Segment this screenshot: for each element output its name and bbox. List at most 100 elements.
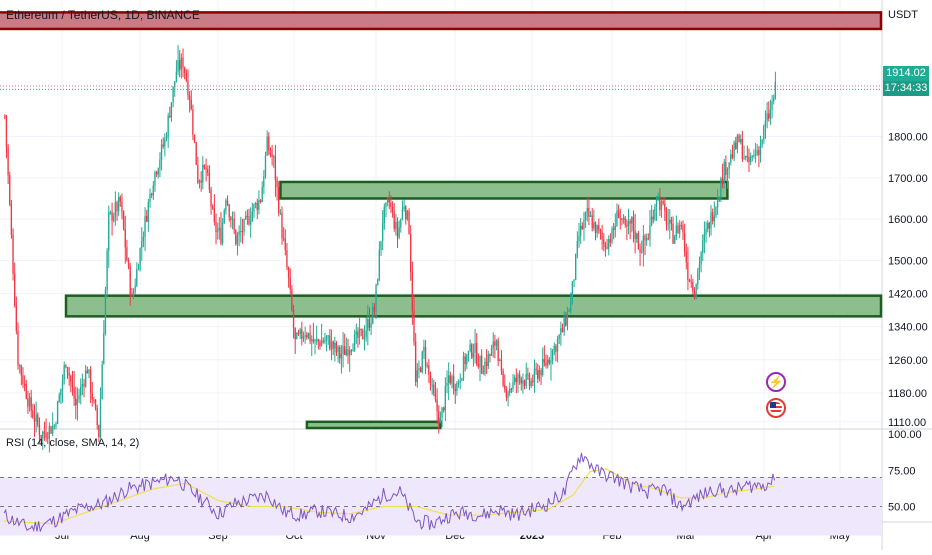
candle-body: [764, 120, 767, 127]
candle-body: [150, 193, 153, 196]
candle-body: [621, 218, 623, 220]
candle-body: [190, 99, 192, 110]
candle-body: [485, 361, 488, 367]
candle-body: [444, 386, 446, 411]
rsi-ma-line: [3, 468, 775, 525]
candle-body: [586, 207, 588, 213]
candle-body: [692, 281, 694, 292]
candle-body: [687, 262, 689, 280]
rsi-title: RSI (14, close, SMA, 14, 2): [6, 437, 140, 449]
candle-body: [527, 374, 529, 376]
candle-body: [40, 435, 42, 439]
candle-body: [469, 344, 471, 352]
candle-body: [454, 388, 456, 392]
candle-body: [179, 60, 181, 70]
candle-body: [665, 210, 668, 225]
candle-body: [436, 399, 438, 411]
candle-body: [9, 175, 11, 205]
candle-body: [58, 395, 60, 402]
candle-body: [254, 202, 257, 205]
candle-body: [443, 407, 445, 411]
candle-body: [386, 199, 389, 203]
candle-body: [424, 346, 427, 367]
candle-body: [396, 222, 399, 238]
y-tick-label: 1260.00: [888, 355, 928, 367]
candle-body: [4, 115, 6, 117]
candle-body: [429, 374, 432, 385]
candle-body: [452, 376, 455, 389]
candle-body: [301, 329, 303, 339]
candle-body: [348, 350, 351, 356]
candle-body: [282, 237, 285, 240]
candle-body: [195, 142, 197, 165]
candle-body: [431, 384, 433, 386]
candle-body: [550, 360, 552, 364]
candle-body: [495, 340, 498, 346]
candle-body: [520, 378, 522, 384]
candle-body: [568, 310, 570, 312]
candle-body: [388, 199, 390, 203]
candle-body: [578, 235, 580, 241]
candle-body: [205, 167, 207, 170]
candle-body: [362, 330, 364, 340]
candle-body: [324, 340, 326, 342]
candle-body: [139, 248, 141, 270]
candle-body: [697, 270, 699, 285]
candle-body: [5, 115, 8, 148]
candle-body: [221, 222, 224, 244]
candle-body: [14, 273, 16, 306]
candle-body: [263, 176, 265, 187]
candle-body: [212, 206, 214, 209]
candle-body: [264, 155, 267, 177]
candle-body: [344, 346, 346, 355]
candle-body: [218, 227, 220, 231]
candle-body: [256, 202, 258, 211]
candle-body: [121, 201, 123, 212]
candle-body: [528, 374, 531, 387]
us-flag-icon[interactable]: [766, 398, 786, 418]
candle-body: [720, 178, 722, 198]
candle-body: [372, 306, 374, 324]
candle-body: [472, 352, 475, 358]
candle-body: [129, 266, 131, 296]
candle-body: [357, 331, 359, 338]
candle-body: [703, 234, 706, 241]
candle-body: [731, 154, 734, 158]
candle-body: [243, 219, 245, 232]
y-tick-label: 1700.00: [888, 173, 928, 185]
candle-body: [225, 200, 227, 211]
candle-body: [494, 341, 496, 346]
candle-body: [23, 383, 26, 385]
candle-body: [509, 388, 511, 393]
candle-body: [484, 361, 486, 374]
candle-body: [716, 201, 719, 208]
lightning-icon[interactable]: ⚡: [766, 372, 786, 392]
candle-body: [632, 217, 635, 231]
candle-body: [449, 375, 451, 384]
candle-body: [711, 212, 714, 222]
candle-body: [197, 164, 199, 183]
candle-body: [631, 217, 633, 224]
candle-body: [728, 162, 730, 170]
candle-body: [317, 339, 319, 342]
candle-body: [657, 195, 659, 200]
candle-body: [707, 222, 709, 229]
candle-body: [152, 185, 154, 196]
candle-body: [730, 154, 732, 163]
candle-body: [558, 334, 560, 339]
candle-body: [311, 339, 313, 341]
candle-body: [175, 71, 178, 82]
candle-body: [93, 399, 95, 401]
candle-body: [193, 134, 196, 143]
candle-body: [406, 210, 409, 220]
candle-body: [408, 210, 410, 235]
candle-body: [462, 356, 465, 379]
candle-body: [35, 414, 37, 422]
candle-body: [236, 234, 239, 245]
candle-body: [68, 372, 70, 376]
candle-body: [89, 369, 92, 393]
candle-body: [248, 215, 250, 225]
candle-body: [545, 362, 547, 367]
candle-body: [96, 408, 98, 426]
